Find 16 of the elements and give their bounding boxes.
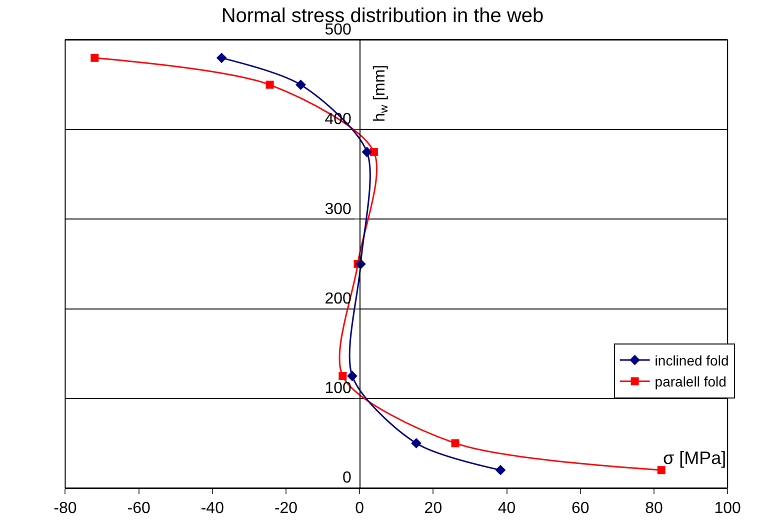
x-tick-label: -80	[54, 500, 77, 518]
x-tick-label: 100	[714, 500, 742, 518]
legend-label: paralell fold	[654, 374, 726, 390]
x-tick-label: -60	[127, 500, 150, 518]
y-tick-label: 0	[342, 470, 352, 487]
legend-label: inclined fold	[654, 352, 729, 368]
x-tick-label: 80	[645, 500, 663, 518]
x-tick-label: -20	[274, 500, 298, 518]
x-tick-label: 0	[355, 500, 364, 518]
y-tick-label: 100	[324, 380, 352, 397]
x-tick-label: 40	[498, 500, 516, 518]
x-tick-label: -40	[200, 500, 224, 518]
x-tick-label: 20	[424, 500, 442, 518]
y-tick-label: 300	[324, 200, 352, 218]
x-tick-label: 60	[572, 500, 590, 518]
x-axis-title: σ [MPa]	[663, 448, 726, 468]
